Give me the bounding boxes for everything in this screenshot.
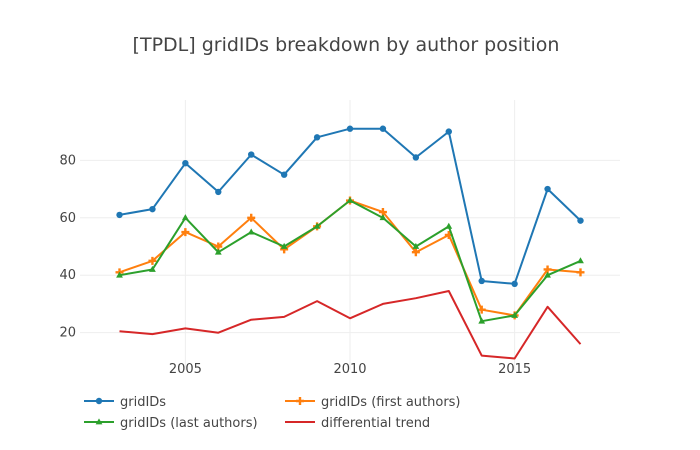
legend-item[interactable]: differential trend [285,416,430,431]
legend-swatch-marker [95,397,103,405]
data-point [411,248,420,257]
data-point [577,217,584,224]
data-point [116,211,123,219]
data-point [181,228,190,237]
data-point [576,268,585,277]
legend-swatch-marker [95,418,103,425]
legend-label: gridIDs (last authors) [120,416,258,431]
data-point [181,214,189,221]
data-point [346,196,354,203]
series-2 [116,196,584,324]
data-point [280,242,288,249]
data-point [379,125,387,132]
data-point [280,171,288,178]
series-0 [116,125,584,288]
data-point [412,242,420,249]
data-point [313,222,321,229]
data-point [313,134,321,141]
data-point [445,128,452,135]
data-point [544,185,551,193]
y-tick-label: 60 [59,211,76,226]
legend-item[interactable]: gridIDs [84,395,166,410]
data-point [247,213,256,222]
data-point [478,317,486,324]
y-tick-label: 80 [59,153,76,168]
y-tick-label: 40 [59,268,76,283]
data-point [511,280,518,288]
data-point [149,265,156,272]
series-3 [119,290,582,360]
data-point [214,248,222,255]
x-tick-label: 2005 [169,362,202,377]
legend-label: differential trend [321,416,430,431]
data-point [346,125,354,132]
data-point [577,257,584,264]
data-point [215,188,222,196]
data-point [247,228,255,235]
x-tick-label: 2015 [498,362,531,377]
legend-item[interactable]: gridIDs (first authors) [285,395,461,410]
legend[interactable]: gridIDs gridIDs (first authors) gridIDs (l… [84,395,461,431]
chart-title: [TPDL] gridIDs breakdown by author posit… [133,34,560,56]
data-point [544,271,551,278]
legend-item[interactable]: gridIDs (last authors) [84,416,258,431]
legend-swatch-marker [296,397,304,405]
legend-label: gridIDs [120,395,166,410]
x-tick-label: 2010 [333,362,366,377]
data-point [412,154,420,161]
data-point [148,256,157,265]
data-point [478,277,485,285]
data-point [149,205,156,213]
series-line [119,290,582,360]
data-point [379,214,387,221]
data-point [477,305,486,314]
data-point [445,222,453,229]
data-point [511,311,519,318]
data-point [116,271,123,278]
x-axis-ticks: 2005 2010 2015 [169,362,531,377]
y-tick-label: 20 [59,326,76,341]
y-axis-ticks: 20 40 60 80 [59,153,76,340]
grid-layer [80,100,620,370]
data-point [182,159,189,167]
data-point [248,151,255,158]
legend-label: gridIDs (first authors) [321,395,461,410]
series-layer [115,125,585,360]
